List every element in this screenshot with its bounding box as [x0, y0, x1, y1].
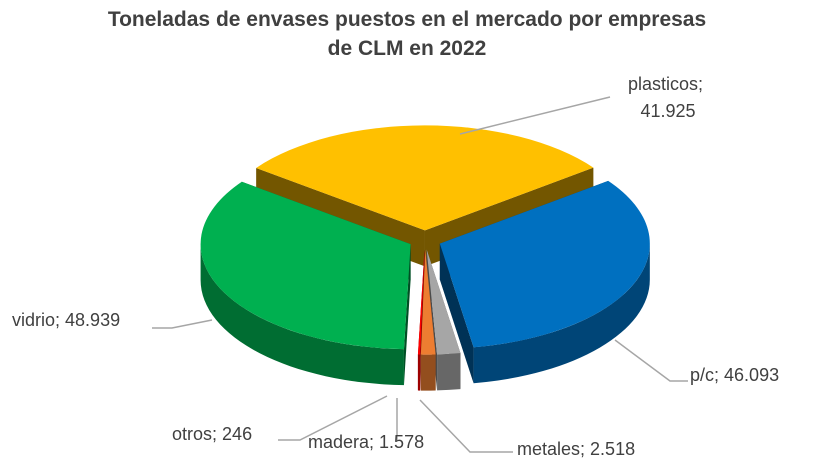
- data-label: otros; 246: [172, 424, 252, 444]
- label-category: otros: [172, 424, 212, 444]
- label-value: 2.518: [590, 439, 635, 459]
- leader-line: [152, 319, 213, 329]
- label-value: 46.093: [724, 365, 779, 385]
- slice-side: [417, 354, 421, 391]
- slice-top: [417, 249, 425, 355]
- label-separator: ;: [55, 310, 65, 330]
- slice-top: [200, 181, 411, 350]
- label-separator: ;: [714, 365, 724, 385]
- slice: [439, 180, 650, 384]
- slice-top: [420, 249, 436, 355]
- slice: [200, 181, 411, 386]
- slice-top: [256, 125, 594, 231]
- slice-side: [473, 243, 650, 384]
- label-separator: ;: [698, 74, 708, 94]
- leader-line: [419, 399, 513, 453]
- data-label: metales; 2.518: [517, 439, 635, 459]
- slice-top: [439, 180, 650, 348]
- label-category: metales: [517, 439, 580, 459]
- label-value: 41.925: [640, 101, 695, 121]
- slice-side: [420, 354, 436, 391]
- label-category: plasticos: [628, 74, 698, 94]
- leader-line: [459, 96, 611, 135]
- data-label: p/c; 46.093: [690, 365, 779, 385]
- leader-line: [614, 339, 688, 382]
- chart-title: Toneladas de envases puestos en el merca…: [107, 8, 707, 60]
- slice-side: [200, 244, 404, 386]
- label-value: 1.578: [379, 432, 424, 452]
- slice-top: [426, 249, 461, 355]
- label-separator: ;: [580, 439, 590, 459]
- data-label: madera; 1.578: [308, 432, 424, 452]
- leader-line: [278, 395, 388, 441]
- label-value: 48.939: [65, 310, 120, 330]
- slice: [420, 249, 436, 391]
- label-category: vidrio: [12, 310, 55, 330]
- slice-wall: [439, 243, 474, 384]
- data-label: plasticos; 41.925: [628, 74, 708, 121]
- data-label: vidrio; 48.939: [12, 310, 120, 330]
- label-category: madera: [308, 432, 370, 452]
- slice-side: [437, 353, 461, 391]
- label-separator: ;: [212, 424, 222, 444]
- label-value: 246: [222, 424, 252, 444]
- label-separator: ;: [369, 432, 379, 452]
- label-category: p/c: [690, 365, 714, 385]
